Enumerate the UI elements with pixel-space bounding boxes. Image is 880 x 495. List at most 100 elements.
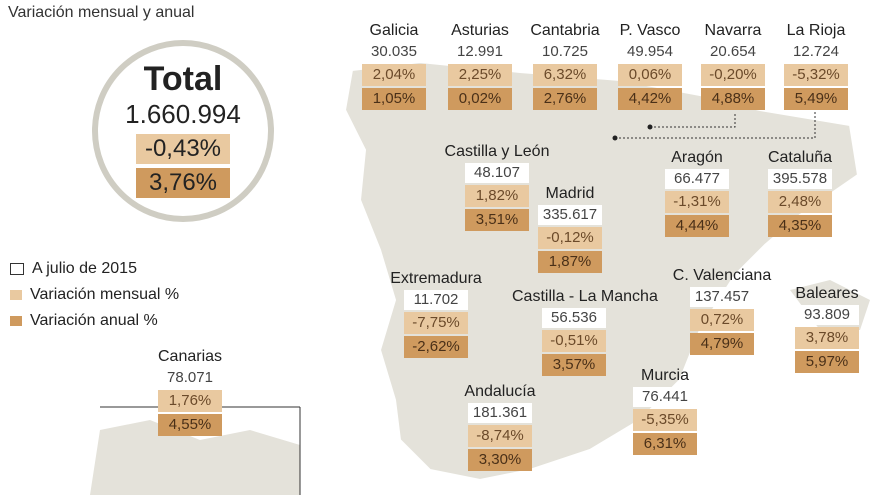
region-monthly: 6,32% (533, 64, 597, 86)
region-value: 137.457 (690, 287, 754, 307)
region-annual: 4,88% (701, 88, 765, 110)
region-monthly: -5,32% (784, 64, 848, 86)
legend-label: Variación anual % (30, 312, 158, 329)
region-madrid: Madrid 335.617 -0,12% 1,87% (538, 185, 602, 273)
legend-swatch (10, 316, 22, 326)
region-murcia: Murcia 76.441 -5,35% 6,31% (633, 367, 697, 455)
region-monthly: 0,72% (690, 309, 754, 331)
region-asturias: Asturias 12.991 2,25% 0,02% (448, 22, 512, 110)
region-value: 93.809 (795, 305, 859, 325)
region-annual: 1,87% (538, 251, 602, 273)
region-monthly: 0,06% (618, 64, 682, 86)
legend: A julio de 2015 Variación mensual % Vari… (10, 256, 179, 334)
region-name: Galicia (369, 22, 419, 39)
legend-swatch (10, 263, 24, 275)
region-monthly: -0,51% (542, 330, 606, 352)
region-name: Cantabria (530, 22, 600, 39)
region-name: Canarias (157, 348, 223, 365)
region-baleares: Baleares 93.809 3,78% 5,97% (795, 285, 859, 373)
region-cataluna: Cataluña 395.578 2,48% 4,35% (768, 149, 832, 237)
canary-islands-shape (90, 420, 300, 495)
region-clm: Castilla - La Mancha 56.536 -0,51% 3,57% (512, 288, 658, 376)
legend-item-monthly: Variación mensual % (10, 282, 179, 308)
legend-swatch (10, 290, 22, 300)
region-monthly: -1,31% (665, 191, 729, 213)
region-value: 12.724 (784, 42, 848, 62)
region-value: 78.071 (158, 368, 222, 388)
region-annual: 3,51% (465, 209, 529, 231)
region-cantabria: Cantabria 10.725 6,32% 2,76% (530, 22, 600, 110)
region-name: C. Valenciana (672, 267, 772, 284)
region-monthly: -0,20% (701, 64, 765, 86)
region-canarias: Canarias 78.071 1,76% 4,55% (158, 348, 222, 436)
region-name: Extremadura (390, 270, 482, 287)
region-monthly: -8,74% (468, 425, 532, 447)
total-label: Total (143, 60, 223, 98)
region-value: 49.954 (618, 42, 682, 62)
region-galicia: Galicia 30.035 2,04% 1,05% (362, 22, 426, 110)
region-name: Aragón (671, 149, 723, 166)
region-monthly: -7,75% (404, 312, 468, 334)
legend-label: A julio de 2015 (32, 260, 137, 277)
region-name: Cataluña (767, 149, 833, 166)
region-name: Madrid (545, 185, 595, 202)
region-name: Murcia (640, 367, 689, 384)
region-pvasco: P. Vasco 49.954 0,06% 4,42% (618, 22, 682, 110)
region-cyl: Castilla y León 48.107 1,82% 3,51% (445, 143, 549, 231)
region-annual: 0,02% (448, 88, 512, 110)
region-annual: 5,97% (795, 351, 859, 373)
region-annual: 1,05% (362, 88, 426, 110)
region-name: P. Vasco (619, 22, 681, 39)
region-value: 30.035 (362, 42, 426, 62)
region-extremadura: Extremadura 11.702 -7,75% -2,62% (390, 270, 482, 358)
region-larioja: La Rioja 12.724 -5,32% 5,49% (784, 22, 848, 110)
region-annual: 4,35% (768, 215, 832, 237)
total-monthly: -0,43% (136, 134, 230, 164)
region-monthly: 2,04% (362, 64, 426, 86)
region-name: Asturias (451, 22, 509, 39)
region-name: La Rioja (786, 22, 846, 39)
region-value: 395.578 (768, 169, 832, 189)
region-monthly: -5,35% (633, 409, 697, 431)
region-andalucia: Andalucía 181.361 -8,74% 3,30% (464, 383, 536, 471)
region-value: 66.477 (665, 169, 729, 189)
region-value: 12.991 (448, 42, 512, 62)
region-monthly: 1,76% (158, 390, 222, 412)
region-navarra: Navarra 20.654 -0,20% 4,88% (701, 22, 765, 110)
region-value: 10.725 (533, 42, 597, 62)
subtitle: Variación mensual y anual (8, 4, 195, 21)
region-name: Navarra (704, 22, 762, 39)
region-annual: 4,79% (690, 333, 754, 355)
region-annual: 5,49% (784, 88, 848, 110)
region-aragon: Aragón 66.477 -1,31% 4,44% (665, 149, 729, 237)
region-annual: -2,62% (404, 336, 468, 358)
region-annual: 2,76% (533, 88, 597, 110)
region-name: Castilla y León (444, 143, 550, 160)
region-monthly: 3,78% (795, 327, 859, 349)
region-monthly: 2,25% (448, 64, 512, 86)
region-annual: 4,42% (618, 88, 682, 110)
legend-item-value: A julio de 2015 (10, 256, 179, 282)
region-monthly: 1,82% (465, 185, 529, 207)
region-monthly: -0,12% (538, 227, 602, 249)
legend-item-annual: Variación anual % (10, 308, 179, 334)
region-name: Andalucía (464, 383, 536, 400)
region-value: 48.107 (465, 163, 529, 183)
region-value: 181.361 (468, 403, 532, 423)
region-annual: 3,30% (468, 449, 532, 471)
region-valenciana: C. Valenciana 137.457 0,72% 4,79% (673, 267, 771, 355)
region-monthly: 2,48% (768, 191, 832, 213)
region-annual: 6,31% (633, 433, 697, 455)
region-annual: 4,44% (665, 215, 729, 237)
region-value: 56.536 (542, 308, 606, 328)
region-value: 76.441 (633, 387, 697, 407)
total-circle: Total 1.660.994 -0,43% 3,76% (92, 40, 274, 222)
legend-label: Variación mensual % (30, 286, 180, 303)
total-value: 1.660.994 (125, 99, 241, 129)
total-annual: 3,76% (136, 168, 230, 198)
region-value: 20.654 (701, 42, 765, 62)
region-value: 11.702 (404, 290, 468, 310)
region-name: Castilla - La Mancha (512, 288, 658, 305)
region-name: Baleares (795, 285, 859, 302)
region-value: 335.617 (538, 205, 602, 225)
